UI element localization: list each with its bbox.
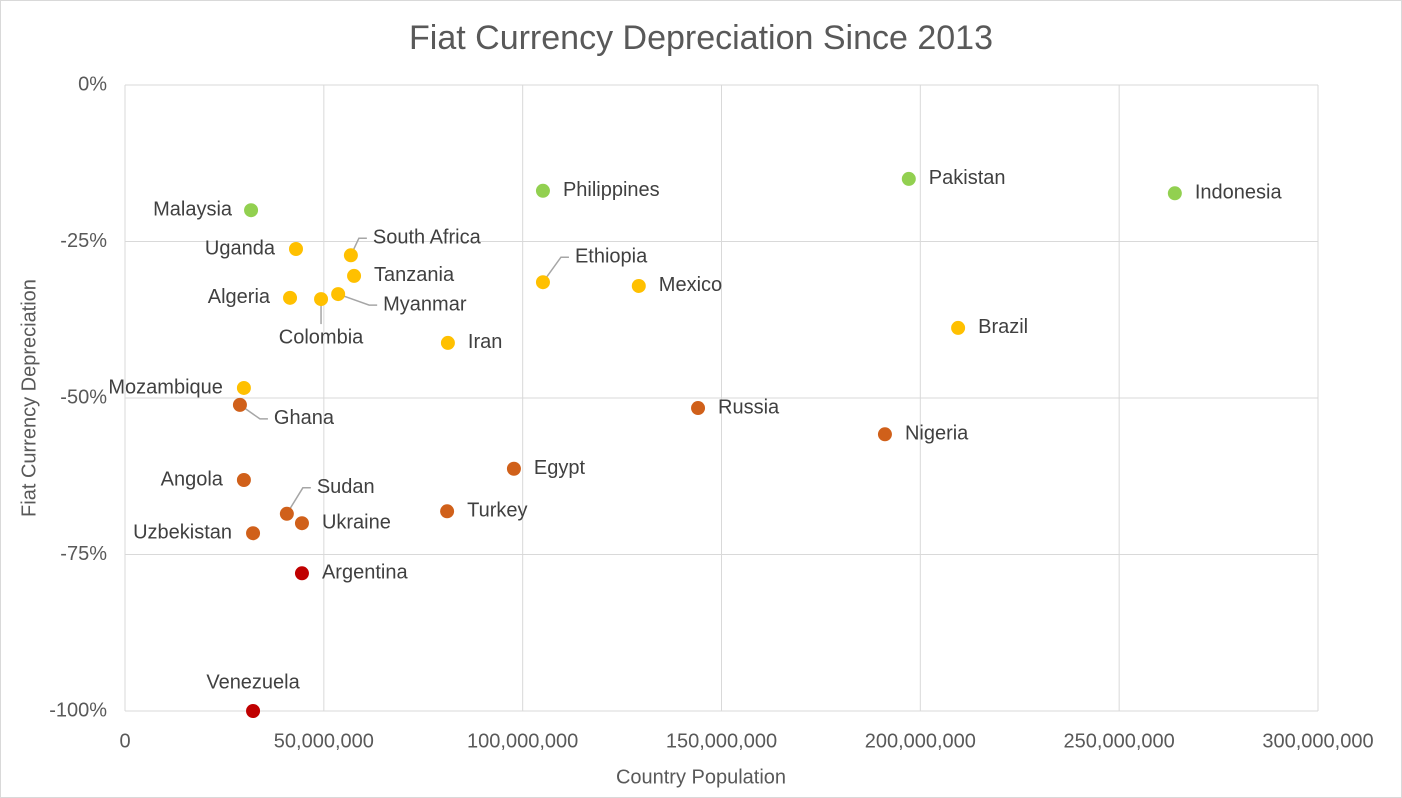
point-label: Ethiopia: [575, 245, 648, 267]
point: [314, 292, 329, 307]
point-label: Argentina: [322, 562, 408, 584]
point-label: Mexico: [659, 274, 722, 296]
point-label: Nigeria: [905, 423, 969, 445]
point-label: Egypt: [534, 457, 586, 479]
leader-line: [337, 293, 378, 306]
point-label: Iran: [468, 331, 502, 353]
y-tick-label: -50%: [60, 386, 107, 408]
point: [236, 473, 251, 488]
point-label: Tanzania: [374, 264, 455, 286]
point: [294, 516, 309, 531]
point: [246, 526, 261, 541]
point: [691, 401, 706, 416]
y-tick-label: -25%: [60, 230, 107, 252]
x-tick-label: 100,000,000: [467, 730, 578, 752]
point: [244, 203, 259, 218]
point: [232, 397, 247, 412]
x-tick-label: 0: [119, 730, 130, 752]
point-label: South Africa: [373, 227, 482, 249]
point-label: Myanmar: [383, 293, 467, 315]
y-tick-label: -75%: [60, 543, 107, 565]
point: [236, 380, 251, 395]
point-label: Ghana: [274, 407, 335, 429]
point-label: Colombia: [279, 326, 364, 348]
leader-line: [286, 487, 311, 515]
point-label: Algeria: [208, 286, 271, 308]
point-label: Ukraine: [322, 511, 391, 533]
point: [283, 290, 298, 305]
point: [631, 278, 646, 293]
point-label: Indonesia: [1195, 182, 1283, 204]
point: [877, 427, 892, 442]
point-label: Pakistan: [929, 167, 1006, 189]
point: [288, 242, 303, 257]
point-label: Uzbekistan: [133, 521, 232, 543]
x-tick-label: 200,000,000: [865, 730, 976, 752]
point-label: Angola: [161, 468, 224, 490]
chart-title: Fiat Currency Depreciation Since 2013: [409, 19, 993, 57]
point: [246, 704, 261, 718]
point: [951, 320, 966, 335]
point-label: Sudan: [317, 476, 375, 498]
point-label: Philippines: [563, 179, 660, 201]
x-tick-label: 300,000,000: [1262, 730, 1373, 752]
point-label: Mozambique: [108, 376, 223, 398]
point: [535, 183, 550, 198]
y-axis-label: Fiat Currency Depreciation: [18, 279, 40, 517]
x-tick-label: 250,000,000: [1064, 730, 1175, 752]
point: [440, 504, 455, 519]
x-axis-label: Country Population: [616, 766, 786, 788]
x-tick-label: 50,000,000: [274, 730, 374, 752]
y-tick-label: -100%: [49, 699, 107, 721]
point: [535, 275, 550, 290]
point: [440, 335, 455, 350]
point-label: Uganda: [205, 237, 276, 259]
point-label: Turkey: [467, 500, 527, 522]
point-label: Malaysia: [153, 198, 233, 220]
leader-line: [542, 256, 569, 283]
point: [347, 268, 362, 283]
point: [901, 171, 916, 186]
point: [1167, 186, 1182, 201]
point-label: Russia: [718, 396, 780, 418]
point-label: Brazil: [978, 316, 1028, 338]
point: [506, 461, 521, 476]
y-tick-label: 0%: [78, 73, 107, 95]
point: [343, 248, 358, 263]
point: [279, 506, 294, 521]
point: [331, 287, 346, 302]
leader-line: [239, 404, 268, 420]
point-label: Venezuela: [206, 671, 300, 693]
point: [294, 566, 309, 581]
x-tick-label: 150,000,000: [666, 730, 777, 752]
